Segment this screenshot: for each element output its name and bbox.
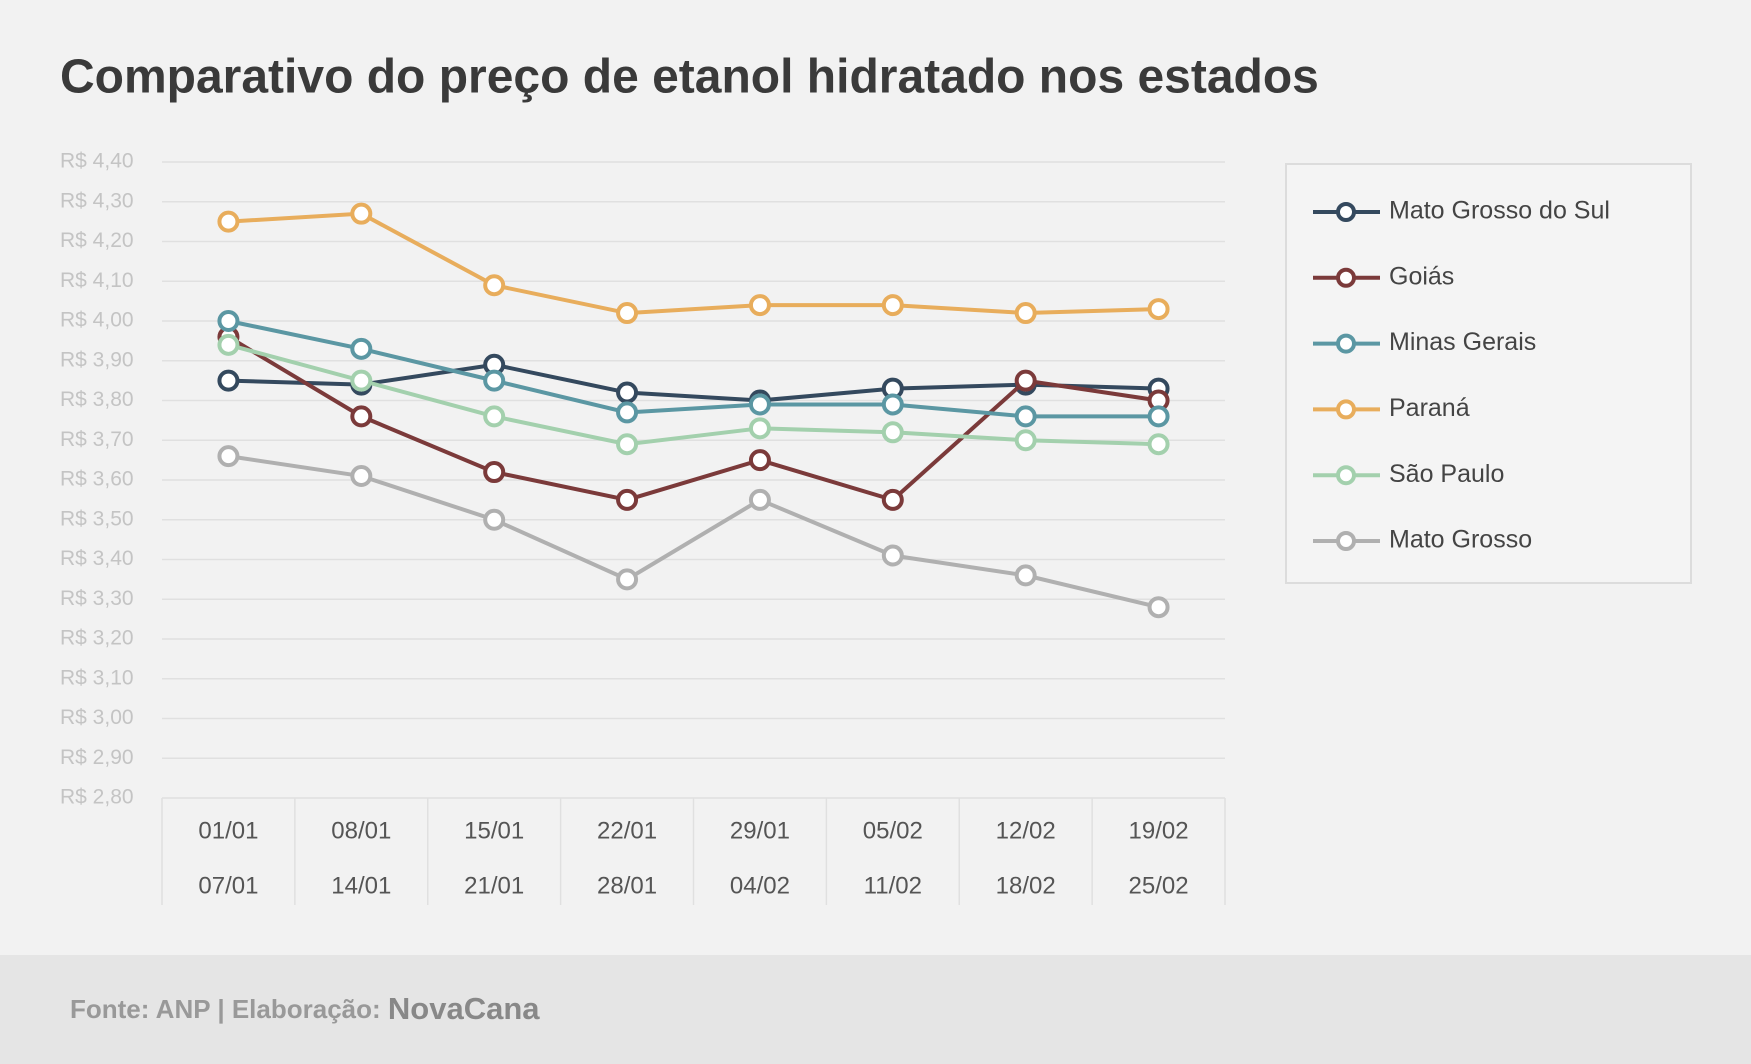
y-tick-label: R$ 4,00: [60, 309, 134, 332]
data-point: [217, 369, 240, 392]
y-tick-label: R$ 2,90: [60, 746, 134, 769]
y-tick-label: R$ 3,30: [60, 587, 134, 610]
x-tick-label: 25/02: [1129, 872, 1189, 899]
x-tick-label: 14/01: [331, 872, 391, 899]
data-point: [748, 393, 771, 416]
y-tick-label: R$ 4,40: [60, 150, 134, 173]
data-point: [881, 544, 904, 567]
legend-marker: [1336, 267, 1356, 288]
y-tick-label: R$ 3,80: [60, 388, 134, 411]
data-point: [483, 461, 506, 484]
legend-label: Mato Grosso do Sul: [1389, 197, 1610, 225]
legend-label: São Paulo: [1389, 460, 1504, 488]
x-tick-label: 08/01: [331, 817, 391, 844]
x-tick-label: 12/02: [996, 817, 1056, 844]
legend-marker: [1336, 531, 1356, 551]
data-point: [881, 421, 904, 444]
chart-title: Comparativo do preço de etanol hidratado…: [60, 51, 1319, 104]
legend-label: Goiás: [1389, 262, 1454, 290]
data-point: [616, 401, 639, 424]
y-tick-label: R$ 3,50: [60, 507, 134, 530]
data-point: [748, 449, 771, 472]
data-point: [350, 202, 373, 225]
data-point: [616, 568, 639, 591]
series-line: [228, 362, 1159, 403]
data-point: [350, 369, 373, 392]
footer-source: Fonte: ANP | Elaboração: NovaCana: [70, 991, 540, 1026]
data-point: [1147, 298, 1170, 321]
x-tick-label: 19/02: [1129, 817, 1189, 844]
data-point: [1147, 405, 1170, 428]
data-point: [881, 488, 904, 511]
y-tick-label: R$ 3,20: [60, 627, 134, 650]
data-point: [217, 310, 240, 332]
data-point: [350, 465, 373, 488]
y-tick-label: R$ 3,40: [60, 547, 134, 570]
data-point: [881, 393, 904, 416]
legend-marker: [1336, 399, 1356, 420]
data-point: [1014, 564, 1037, 587]
data-point: [748, 488, 771, 511]
y-tick-label: R$ 3,90: [60, 348, 134, 371]
data-point: [483, 369, 506, 392]
data-point: [616, 302, 639, 325]
data-point: [748, 417, 771, 440]
footer: [0, 955, 1751, 1064]
y-tick-label: R$ 2,80: [60, 786, 134, 809]
data-point: [881, 294, 904, 317]
data-point: [483, 508, 506, 531]
legend-marker: [1336, 465, 1356, 486]
data-point: [1147, 433, 1170, 456]
x-tick-label: 21/01: [464, 872, 524, 899]
x-tick-label: 11/02: [864, 872, 922, 899]
data-point: [1014, 302, 1037, 325]
x-tick-label: 07/01: [198, 872, 258, 899]
y-tick-label: R$ 3,10: [60, 666, 134, 689]
y-tick-label: R$ 3,60: [60, 468, 134, 491]
data-point: [217, 333, 240, 356]
brand: NovaCana: [388, 991, 540, 1026]
data-point: [1014, 405, 1037, 428]
legend-marker: [1336, 333, 1356, 354]
legend-label: Paraná: [1389, 394, 1470, 422]
legend-box: [1285, 163, 1692, 584]
data-point: [350, 337, 373, 360]
data-point: [483, 274, 506, 297]
y-tick-label: R$ 3,00: [60, 706, 134, 729]
y-tick-label: R$ 4,30: [60, 189, 134, 212]
data-point: [1147, 596, 1170, 619]
data-point: [748, 294, 771, 317]
x-tick-label: 15/01: [464, 817, 524, 844]
source: Fonte: ANP | Elaboração:: [70, 994, 381, 1024]
y-tick-label: R$ 4,10: [60, 269, 134, 292]
x-tick-label: 18/02: [996, 872, 1056, 899]
series-line: [228, 319, 1159, 419]
series-line: [227, 342, 1159, 447]
data-point: [616, 433, 639, 456]
x-tick-label: 28/01: [597, 872, 657, 899]
series-line: [228, 211, 1159, 316]
legend-label: Minas Gerais: [1389, 328, 1536, 356]
y-tick-label: R$ 4,20: [60, 229, 134, 252]
series-line: [227, 335, 1159, 503]
series-line: [228, 454, 1160, 610]
data-point: [1014, 369, 1037, 392]
legend-marker: [1336, 202, 1356, 222]
x-tick-label: 22/01: [597, 817, 657, 844]
y-tick-label: R$ 3,70: [60, 428, 134, 451]
legend-label: Mato Grosso: [1389, 526, 1532, 554]
data-point: [217, 210, 240, 233]
data-point: [483, 405, 506, 428]
data-point: [217, 445, 240, 468]
data-point: [616, 381, 639, 404]
x-tick-label: 01/01: [198, 817, 258, 844]
data-point: [616, 488, 639, 511]
x-tick-label: 29/01: [730, 817, 790, 844]
x-tick-label: 05/02: [863, 817, 923, 844]
data-point: [350, 405, 373, 428]
data-point: [1014, 429, 1037, 452]
x-tick-label: 04/02: [730, 872, 790, 899]
